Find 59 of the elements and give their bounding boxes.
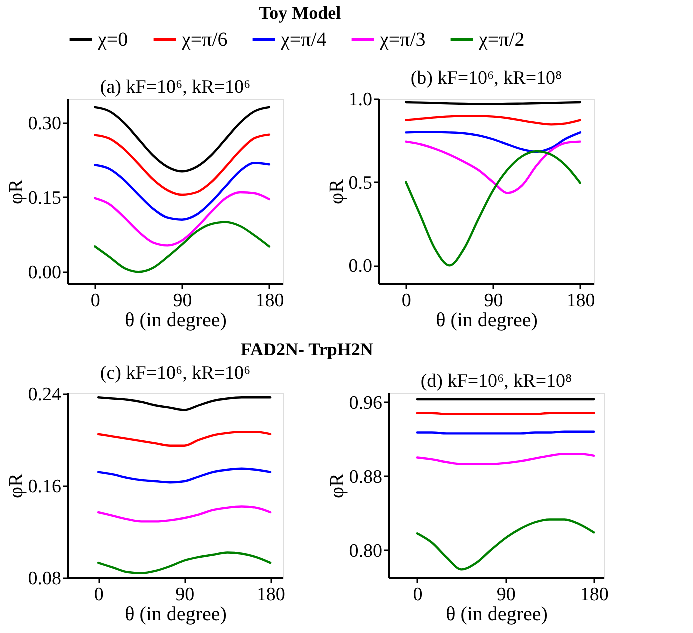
x-tick-label: 90: [496, 584, 516, 606]
line-series: [405, 140, 582, 194]
y-tick-label: 0.08: [28, 568, 62, 590]
line-series: [94, 162, 271, 221]
y-axis-title: φR: [5, 178, 28, 204]
chart-title: (a) kF=10⁶, kR=10⁶: [100, 77, 251, 98]
x-tick-label: 0: [413, 584, 423, 606]
x-tick-label: 180: [580, 584, 609, 606]
x-axis-title: θ (in degree): [125, 310, 227, 332]
y-tick-label: 0.80: [349, 540, 382, 562]
y-tick-label: 0.88: [349, 466, 382, 488]
line-series: [97, 430, 272, 447]
y-tick-label: 1.0: [348, 90, 372, 110]
x-tick-label: 180: [566, 290, 596, 312]
y-axis-title: φR: [326, 472, 348, 498]
text: FAD2N- TrpH2N: [240, 340, 374, 360]
chart-title: (d) kF=10⁶, kR=10⁸: [420, 371, 572, 392]
legend-label: χ=0: [97, 29, 128, 51]
x-tick-label: 180: [256, 584, 286, 606]
line-series: [416, 518, 596, 571]
line-series: [405, 150, 582, 267]
line-series: [405, 131, 582, 154]
line-series: [97, 552, 272, 575]
y-tick-label: 0.24: [28, 384, 62, 406]
line-series: [405, 115, 582, 126]
line-series: [94, 191, 271, 247]
y-tick-label: 0.00: [28, 262, 62, 284]
legend-label: χ=π/4: [280, 29, 327, 51]
y-tick-label: 0.16: [28, 476, 62, 498]
x-axis-title: θ (in degree): [446, 604, 548, 626]
x-axis-title: θ (in degree): [125, 604, 227, 626]
line-series: [94, 106, 271, 173]
legend-label: χ=π/3: [379, 29, 426, 51]
y-tick-label: 0.0: [348, 256, 372, 278]
chart-title: (c) kF=10⁶, kR=10⁶: [100, 363, 251, 384]
x-tick-label: 0: [90, 290, 100, 312]
x-tick-label: 0: [94, 584, 104, 606]
y-axis-title: φR: [5, 472, 28, 498]
y-tick-label: 0.15: [28, 188, 62, 209]
x-tick-label: 90: [484, 290, 504, 312]
y-tick-label: 0.96: [349, 392, 382, 414]
legend-label: χ=π/2: [478, 29, 525, 51]
line-series: [97, 396, 272, 412]
y-tick-label: 0.30: [28, 113, 62, 134]
line-series: [94, 221, 271, 274]
text: Toy Model: [259, 3, 342, 23]
line-series: [416, 452, 596, 466]
y-tick-label: 0.5: [348, 172, 372, 194]
x-tick-label: 90: [176, 584, 195, 606]
y-axis-title: φR: [326, 178, 348, 204]
line-series: [97, 468, 272, 484]
x-tick-label: 180: [256, 290, 284, 312]
x-tick-label: 0: [402, 290, 412, 312]
line-series: [94, 134, 271, 196]
legend-label: χ=π/6: [181, 29, 228, 51]
x-tick-label: 90: [173, 290, 192, 312]
x-axis-title: θ (in degree): [436, 310, 538, 332]
chart-title: (b) kF=10⁶, kR=10⁸: [410, 68, 562, 89]
line-series: [97, 506, 272, 523]
